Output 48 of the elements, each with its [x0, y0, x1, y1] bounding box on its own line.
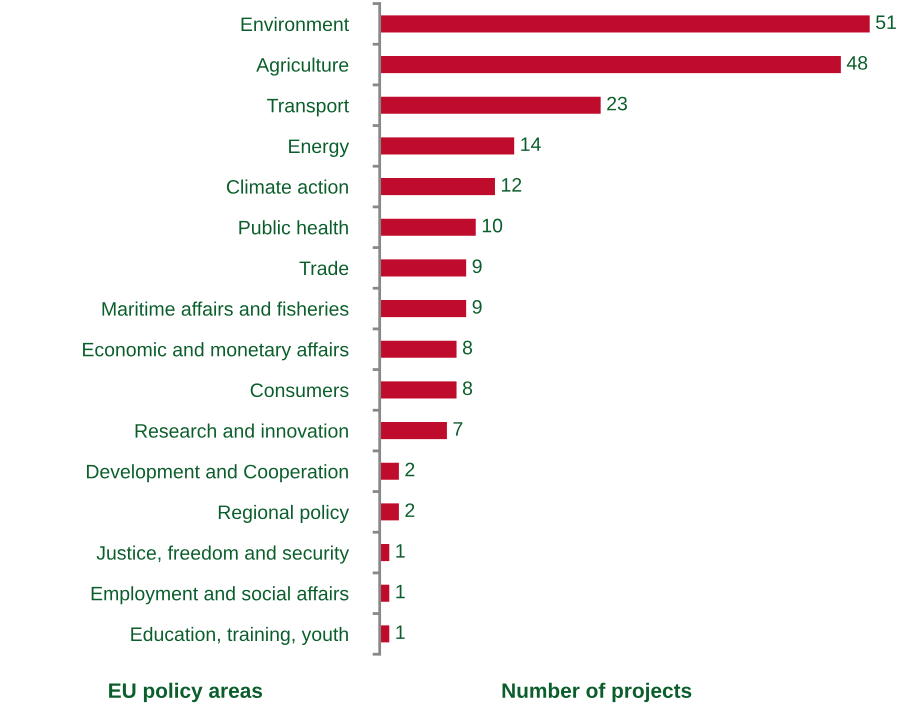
bar	[380, 584, 390, 602]
bar	[380, 422, 447, 440]
bar	[380, 178, 495, 196]
data-label: 48	[846, 56, 868, 70]
y-tick-label: Research and innovation	[136, 424, 348, 438]
y-tick-label: Climate action	[226, 180, 348, 194]
data-label: 7	[453, 422, 462, 436]
y-tick-label: Economic and monetary affairs	[83, 342, 348, 360]
data-label: 51	[876, 16, 896, 30]
data-label: 2	[405, 462, 414, 476]
y-tick-label: Education, training, youth	[131, 626, 348, 645]
data-label: 10	[482, 218, 502, 232]
bar	[380, 462, 399, 480]
y-tick-label: Regional policy	[218, 504, 350, 523]
bar	[380, 218, 476, 236]
y-tick-label: Environment	[242, 16, 349, 32]
bar	[380, 56, 841, 74]
data-label: 9	[472, 259, 482, 274]
x-axis-title: Number of projects	[502, 682, 692, 702]
bar	[380, 340, 457, 358]
y-tick-label: Justice, freedom and security	[96, 546, 350, 564]
data-label: 1	[396, 584, 405, 598]
bar	[380, 300, 466, 318]
bar	[380, 137, 514, 154]
bar	[380, 381, 457, 398]
y-axis-title: EU policy areas	[109, 682, 262, 702]
y-tick-label: Agriculture	[256, 58, 348, 76]
data-label: 1	[396, 544, 405, 558]
bar	[380, 96, 601, 114]
data-label: 14	[521, 138, 541, 151]
y-tick-label: Transport	[267, 98, 349, 116]
data-label: 12	[502, 178, 522, 192]
data-label: 23	[607, 96, 627, 110]
y-tick-label: Consumers	[250, 383, 348, 398]
y-tick-label: Development and Cooperation	[86, 464, 348, 482]
y-tick-label: Public health	[239, 220, 348, 234]
data-label: 8	[462, 381, 472, 396]
y-tick-label: Trade	[300, 260, 348, 276]
y-tick-label: Maritime affairs and fisheries	[102, 302, 348, 316]
data-label: 8	[462, 340, 472, 354]
data-label: 1	[396, 626, 405, 639]
data-label: 9	[472, 300, 482, 314]
y-tick-label: Employment and social affairs	[92, 586, 348, 604]
data-label: 2	[405, 503, 414, 517]
bar	[380, 503, 399, 520]
y-tick-label: Energy	[289, 140, 350, 157]
bar	[380, 259, 466, 276]
bar	[380, 15, 870, 32]
